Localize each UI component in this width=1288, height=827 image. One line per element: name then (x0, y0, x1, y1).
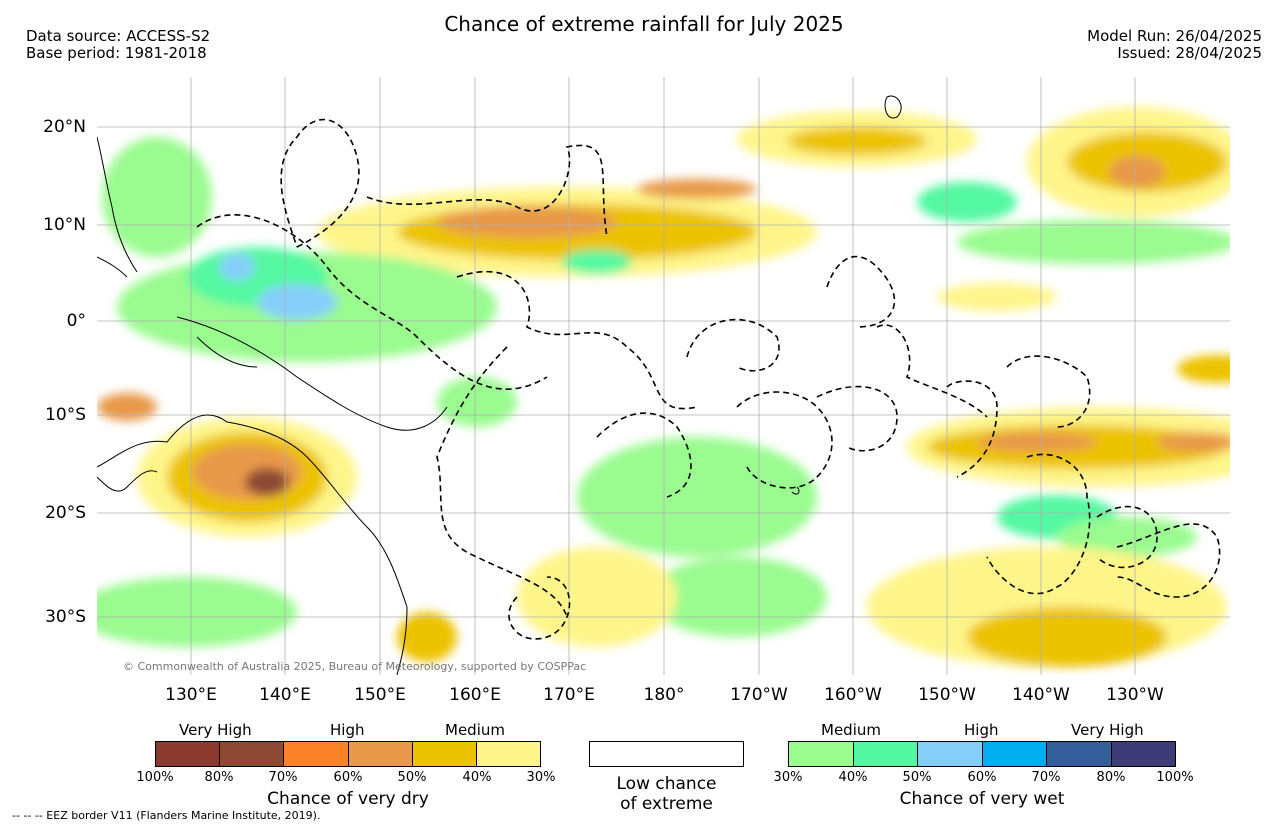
lon-label-150e: 150°E (354, 685, 406, 705)
base-period-label: Base period: 1981-2018 (26, 44, 207, 62)
lat-label-20n: 20°N (43, 117, 86, 137)
eez-border-note: -- -- -- EEZ border V11 (Flanders Marine… (12, 809, 321, 822)
lon-label-160w: 160°W (824, 685, 882, 705)
dry-tick: 100% (136, 770, 174, 785)
wet-swatch (1047, 742, 1112, 766)
lon-label-130e: 130°E (165, 685, 217, 705)
lat-label-10s: 10°S (45, 405, 86, 425)
wet-category-very-high: Very High (1071, 721, 1144, 739)
dry-swatch (220, 742, 285, 766)
issued-label: Issued: 28/04/2025 (1117, 44, 1262, 62)
wet-tick: 80% (1096, 770, 1126, 785)
lat-label-10n: 10°N (43, 215, 86, 235)
wet-category-high: High (964, 721, 999, 739)
lat-label-20s: 20°S (45, 503, 86, 523)
wet-swatch (1111, 742, 1175, 766)
low-chance-swatch (589, 741, 744, 767)
wet-tick: 30% (773, 770, 803, 785)
coastlines (97, 95, 902, 675)
dry-tick: 50% (397, 770, 427, 785)
dry-swatch (412, 742, 477, 766)
lon-label-150w: 150°W (918, 685, 976, 705)
lon-label-140e: 140°E (259, 685, 311, 705)
wet-colorbar (788, 741, 1176, 767)
dry-category-high: High (330, 721, 365, 739)
lon-label-180: 180° (643, 685, 685, 705)
dry-legend-title: Chance of very dry (267, 789, 429, 809)
wet-tick: 50% (902, 770, 932, 785)
wet-swatch (982, 742, 1047, 766)
dry-tick: 40% (462, 770, 492, 785)
dry-swatch (476, 742, 541, 766)
wet-category-medium: Medium (821, 721, 881, 739)
graticule (97, 77, 1230, 675)
wet-tick: 100% (1156, 770, 1194, 785)
low-chance-line2: of extreme (620, 794, 713, 814)
lon-label-170e: 170°E (543, 685, 595, 705)
dry-category-medium: Medium (445, 721, 505, 739)
copyright-note: © Commonwealth of Australia 2025, Bureau… (123, 660, 587, 673)
rainfall-map (97, 77, 1230, 675)
wet-swatch (853, 742, 918, 766)
map-title: Chance of extreme rainfall for July 2025 (444, 12, 844, 36)
data-source-label: Data source: ACCESS-S2 (26, 27, 211, 45)
eez-borders (196, 118, 1221, 640)
low-chance-line1: Low chance (616, 774, 717, 794)
wet-tick: 60% (967, 770, 997, 785)
lat-label-0: 0° (66, 311, 86, 331)
dry-tick: 30% (526, 770, 556, 785)
dry-swatch (156, 742, 221, 766)
wet-swatch (918, 742, 983, 766)
dry-tick: 60% (333, 770, 363, 785)
lon-label-170w: 170°W (730, 685, 788, 705)
wet-tick: 70% (1031, 770, 1061, 785)
model-run-label: Model Run: 26/04/2025 (1087, 27, 1262, 45)
lon-label-130w: 130°W (1106, 685, 1164, 705)
wet-tick: 40% (838, 770, 868, 785)
dry-category-very-high: Very High (179, 721, 252, 739)
lon-label-160e: 160°E (449, 685, 501, 705)
dry-swatch (348, 742, 413, 766)
dry-colorbar (155, 741, 541, 767)
wet-swatch (789, 742, 854, 766)
probability-fields (97, 107, 1230, 667)
low-chance-label: Low chance of extreme (589, 774, 744, 814)
lat-label-30s: 30°S (45, 607, 86, 627)
dry-tick: 70% (268, 770, 298, 785)
wet-legend-title: Chance of very wet (899, 789, 1065, 809)
lon-label-140w: 140°W (1012, 685, 1070, 705)
dry-swatch (284, 742, 349, 766)
dry-tick: 80% (204, 770, 234, 785)
